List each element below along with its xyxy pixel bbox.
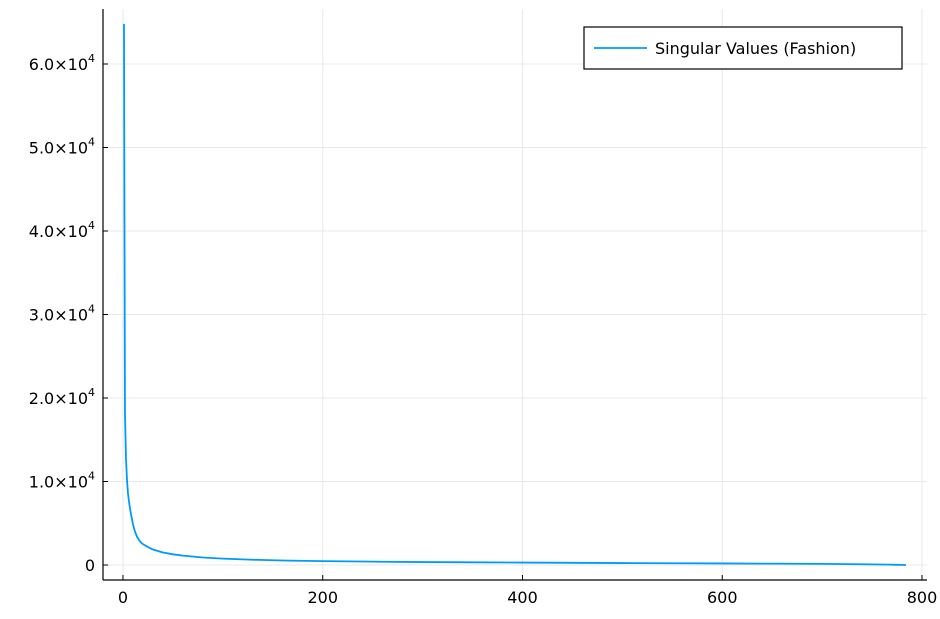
x-tick-label: 600 <box>707 588 738 607</box>
y-tick-exponent: 4 <box>88 386 95 399</box>
y-tick-label: 3.0×104 <box>29 303 95 325</box>
series-layer <box>123 23 907 566</box>
legend-label: Singular Values (Fashion) <box>655 39 856 58</box>
y-tick-exponent: 4 <box>88 136 95 149</box>
y-tick-mantissa: 3.0×10 <box>29 306 88 325</box>
y-tick-label: 2.0×104 <box>29 386 95 408</box>
x-tick-label: 0 <box>118 588 128 607</box>
x-tick-label: 400 <box>507 588 538 607</box>
y-tick-exponent: 4 <box>88 303 95 316</box>
legend: Singular Values (Fashion) <box>583 26 903 70</box>
y-tick-mantissa: 1.0×10 <box>29 473 88 492</box>
y-tick-label: 6.0×104 <box>29 52 95 74</box>
x-tick-label: 800 <box>907 588 938 607</box>
y-tick-mantissa: 5.0×10 <box>29 139 88 158</box>
x-tick-label: 200 <box>307 588 338 607</box>
series-line <box>123 23 907 566</box>
y-tick-label: 4.0×104 <box>29 219 95 241</box>
y-tick-label: 1.0×104 <box>29 470 95 492</box>
grid <box>103 9 927 580</box>
y-tick-exponent: 4 <box>88 52 95 65</box>
y-tick-exponent: 4 <box>88 219 95 232</box>
y-tick-mantissa: 2.0×10 <box>29 389 88 408</box>
y-tick-label: 0 <box>85 556 95 575</box>
y-tick-mantissa: 0 <box>85 556 95 575</box>
y-tick-exponent: 4 <box>88 470 95 483</box>
y-tick-mantissa: 4.0×10 <box>29 222 88 241</box>
y-tick-label: 5.0×104 <box>29 136 95 158</box>
y-tick-mantissa: 6.0×10 <box>29 55 88 74</box>
axes: 0 200 400 600 80001.0×1042.0×1043.0×1044.0×1… <box>29 9 937 607</box>
